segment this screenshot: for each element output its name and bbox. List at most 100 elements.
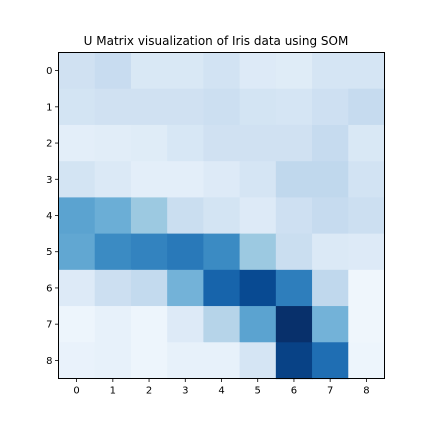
heatmap-cell <box>130 124 168 162</box>
heatmap-cell <box>239 233 277 271</box>
heatmap-cell <box>312 269 349 307</box>
heatmap-cell <box>348 306 386 343</box>
heatmap-cell <box>58 161 96 198</box>
heatmap-cell <box>312 233 349 271</box>
heatmap-cell <box>239 306 277 343</box>
heatmap-cell <box>167 124 204 162</box>
heatmap-cell <box>167 269 204 307</box>
heatmap-cell <box>312 197 349 235</box>
heatmap-cell <box>94 161 132 198</box>
heatmap-cell <box>348 52 386 90</box>
heatmap-cell <box>275 88 313 126</box>
y-tick-label: 0 <box>46 66 52 77</box>
y-tick-label: 6 <box>46 283 52 294</box>
heatmap-cell <box>167 88 204 126</box>
heatmap-cell <box>312 161 349 198</box>
x-tick-label: 4 <box>218 386 224 397</box>
heatmap-cell <box>58 269 96 307</box>
heatmap-cell <box>94 269 132 307</box>
y-tick-label: 8 <box>46 356 52 367</box>
heatmap-cell <box>130 161 168 198</box>
heatmap-cell <box>167 161 204 198</box>
x-tick-label: 8 <box>363 386 369 397</box>
heatmap-cell <box>239 197 277 235</box>
heatmap-cell <box>275 342 313 380</box>
heatmap-cell <box>167 233 204 271</box>
heatmap-cells <box>58 52 386 380</box>
heatmap-cell <box>203 197 241 235</box>
x-tick-label: 7 <box>327 386 333 397</box>
heatmap-cell <box>58 124 96 162</box>
heatmap-cell <box>275 269 313 307</box>
heatmap-cell <box>203 342 241 380</box>
heatmap-cell <box>167 306 204 343</box>
heatmap-cell <box>58 306 96 343</box>
heatmap-cell <box>203 269 241 307</box>
heatmap-cell <box>58 342 96 380</box>
heatmap-cell <box>312 306 349 343</box>
y-tick-label: 3 <box>46 175 52 186</box>
heatmap-cell <box>203 306 241 343</box>
heatmap-cell <box>94 197 132 235</box>
heatmap-cell <box>167 52 204 90</box>
heatmap-cell <box>94 88 132 126</box>
heatmap-cell <box>94 342 132 380</box>
heatmap-cell <box>239 161 277 198</box>
heatmap-cell <box>94 233 132 271</box>
heatmap-cell <box>203 52 241 90</box>
heatmap-cell <box>203 124 241 162</box>
x-tick-label: 2 <box>146 386 152 397</box>
chart-title: U Matrix visualization of Iris data usin… <box>83 34 349 48</box>
heatmap-cell <box>130 306 168 343</box>
heatmap-cell <box>167 197 204 235</box>
heatmap-cell <box>58 197 96 235</box>
y-tick-label: 7 <box>46 320 52 331</box>
heatmap-cell <box>58 88 96 126</box>
y-tick-label: 2 <box>46 139 52 150</box>
heatmap-cell <box>312 88 349 126</box>
heatmap-cell <box>348 233 386 271</box>
heatmap-cell <box>58 52 96 90</box>
heatmap-cell <box>348 88 386 126</box>
heatmap-cell <box>239 124 277 162</box>
heatmap-cell <box>348 161 386 198</box>
y-axis: 0 1 2 3 4 5 6 7 8 <box>46 66 59 367</box>
heatmap-cell <box>348 269 386 307</box>
heatmap-cell <box>348 342 386 380</box>
heatmap-cell <box>312 52 349 90</box>
y-tick-label: 1 <box>46 102 52 113</box>
heatmap-cell <box>275 52 313 90</box>
heatmap-cell <box>275 161 313 198</box>
x-tick-label: 1 <box>110 386 116 397</box>
heatmap-cell <box>130 88 168 126</box>
heatmap-cell <box>130 197 168 235</box>
heatmap-cell <box>130 233 168 271</box>
heatmap-cell <box>130 342 168 380</box>
heatmap-cell <box>275 124 313 162</box>
y-tick-label: 5 <box>46 247 52 258</box>
heatmap-cell <box>312 124 349 162</box>
heatmap-cell <box>348 124 386 162</box>
heatmap-cell <box>348 197 386 235</box>
heatmap-cell <box>130 52 168 90</box>
x-tick-label: 5 <box>255 386 261 397</box>
heatmap-cell <box>167 342 204 380</box>
y-tick-label: 4 <box>46 211 52 222</box>
heatmap-cell <box>94 306 132 343</box>
heatmap-cell <box>203 233 241 271</box>
heatmap-cell <box>94 124 132 162</box>
x-tick-label: 6 <box>291 386 297 397</box>
heatmap-cell <box>275 197 313 235</box>
heatmap-cell <box>203 161 241 198</box>
x-axis: 0 1 2 3 4 5 6 7 8 <box>73 378 370 397</box>
heatmap-cell <box>203 88 241 126</box>
heatmap-cell <box>312 342 349 380</box>
heatmap-cell <box>275 306 313 343</box>
heatmap-cell <box>94 52 132 90</box>
heatmap-cell <box>239 269 277 307</box>
heatmap-cell <box>275 233 313 271</box>
heatmap-cell <box>239 342 277 380</box>
heatmap-cell <box>239 52 277 90</box>
